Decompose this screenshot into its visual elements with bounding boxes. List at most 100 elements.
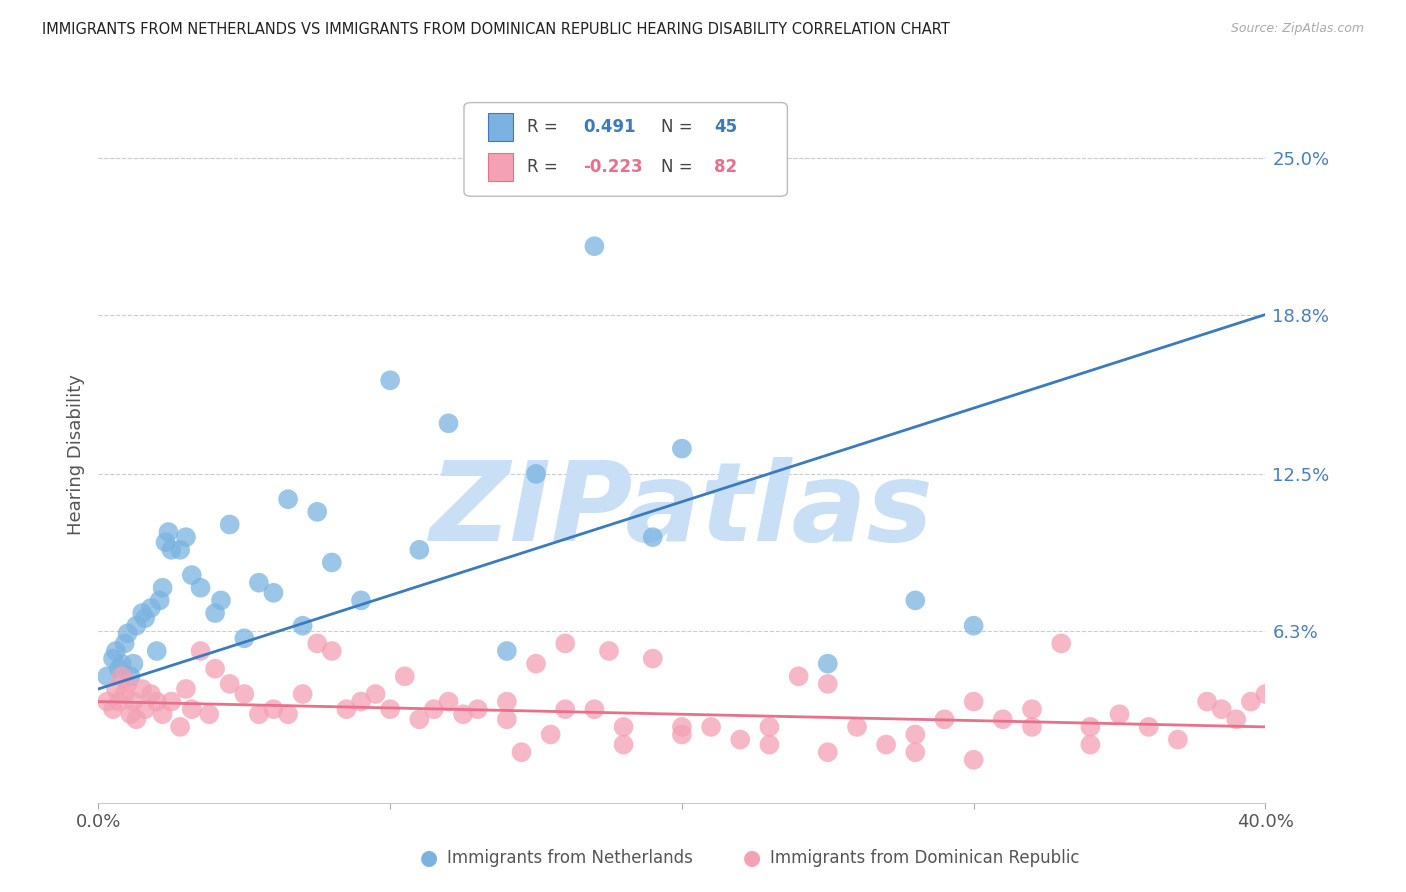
Point (758, 720, 780, 734)
Point (524, 657, 547, 671)
Point (671, 727, 693, 741)
Point (307, 505, 329, 519)
Point (169, 720, 191, 734)
Point (408, 542, 430, 557)
Point (198, 707, 221, 722)
Point (277, 707, 299, 722)
Point (291, 687, 314, 701)
Point (495, 712, 517, 726)
Point (247, 575, 270, 590)
Point (437, 417, 460, 431)
Point (598, 644, 620, 658)
Point (583, 702, 606, 716)
Point (218, 677, 240, 691)
Point (451, 707, 474, 722)
Point (180, 702, 202, 716)
Point (114, 687, 136, 701)
Text: 0.491: 0.491 (583, 119, 636, 136)
Point (120, 707, 142, 722)
Point (1050, 636, 1073, 650)
Text: R =: R = (527, 119, 564, 136)
Point (111, 657, 134, 671)
Point (262, 702, 284, 716)
Point (117, 626, 139, 640)
Point (817, 677, 839, 691)
Point (108, 662, 131, 676)
Point (96, 695, 118, 709)
Point (934, 712, 956, 726)
Point (169, 542, 191, 557)
Text: Source: ZipAtlas.com: Source: ZipAtlas.com (1230, 22, 1364, 36)
Point (291, 618, 314, 632)
Text: 82: 82 (714, 158, 737, 176)
Point (612, 720, 634, 734)
Point (139, 601, 162, 615)
Point (495, 695, 517, 709)
Point (423, 702, 446, 716)
Point (817, 745, 839, 759)
Point (131, 606, 153, 620)
Point (554, 636, 576, 650)
Text: ZIPatlas: ZIPatlas (430, 457, 934, 564)
Point (408, 712, 430, 726)
Point (787, 669, 810, 683)
Point (817, 657, 839, 671)
Point (962, 753, 984, 767)
Point (104, 681, 127, 696)
Point (904, 593, 927, 607)
Point (146, 695, 169, 709)
Point (209, 593, 232, 607)
Point (152, 707, 174, 722)
Point (139, 687, 162, 701)
Point (350, 695, 373, 709)
Point (101, 702, 124, 716)
Point (125, 712, 148, 726)
Point (540, 727, 562, 741)
Point (962, 618, 984, 632)
Point (904, 745, 927, 759)
Point (108, 695, 131, 709)
Point (180, 568, 202, 582)
Point (321, 644, 343, 658)
Point (114, 636, 136, 650)
Point (875, 738, 897, 752)
Point (1137, 720, 1160, 734)
Text: -0.223: -0.223 (583, 158, 643, 176)
Text: IMMIGRANTS FROM NETHERLANDS VS IMMIGRANTS FROM DOMINICAN REPUBLIC HEARING DISABI: IMMIGRANTS FROM NETHERLANDS VS IMMIGRANT… (42, 22, 950, 37)
Point (1225, 712, 1247, 726)
Point (111, 669, 134, 683)
Point (1254, 687, 1277, 701)
Point (204, 606, 226, 620)
Point (233, 687, 256, 701)
Point (1021, 702, 1043, 716)
Point (157, 525, 180, 540)
Point (510, 745, 533, 759)
Point (131, 681, 153, 696)
Point (495, 644, 517, 658)
Point (350, 593, 373, 607)
Text: R =: R = (527, 158, 564, 176)
Point (700, 720, 723, 734)
Text: Immigrants from Dominican Republic: Immigrants from Dominican Republic (770, 849, 1080, 867)
Point (149, 593, 172, 607)
Point (641, 530, 664, 544)
Point (1211, 702, 1233, 716)
Point (437, 695, 460, 709)
Point (204, 662, 226, 676)
Point (1195, 695, 1218, 709)
Point (364, 687, 387, 701)
Y-axis label: Hearing Disability: Hearing Disability (66, 375, 84, 535)
Point (174, 681, 197, 696)
Point (146, 644, 169, 658)
Point (104, 644, 127, 658)
Text: ●: ● (744, 848, 761, 868)
Point (1108, 707, 1130, 722)
Point (321, 556, 343, 570)
Point (152, 581, 174, 595)
Point (155, 535, 177, 549)
Point (962, 695, 984, 709)
Point (101, 651, 124, 665)
Point (307, 636, 329, 650)
Point (524, 467, 547, 481)
Point (233, 632, 256, 646)
